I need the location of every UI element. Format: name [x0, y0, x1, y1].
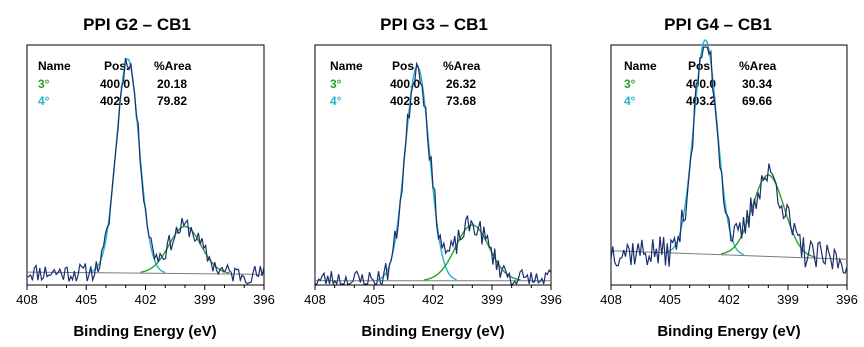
table-row-area: 79.82: [157, 94, 187, 108]
table-row-name: 3°: [624, 77, 636, 91]
x-tick-label: 405: [75, 292, 97, 307]
plot-area: [26, 57, 265, 285]
table-row-area: 73.68: [446, 94, 476, 108]
table-row-name: 3°: [38, 77, 50, 91]
table-header-name: Name: [330, 59, 363, 73]
spectrum-line: [610, 46, 848, 274]
table-row-area: 30.34: [742, 77, 772, 91]
peak-table: Name Pos. %Area 3° 400.0 20.18 4° 402.9 …: [38, 59, 192, 108]
table-header-pos: Pos.: [688, 59, 713, 73]
panel-title: PPI G4 – CB1: [664, 15, 772, 34]
table-header-area: %Area: [739, 59, 777, 73]
baseline-line: [26, 271, 265, 275]
x-axis-label: Binding Energy (eV): [73, 323, 216, 340]
panel-g3: PPI G3 – CB1 Name Pos. %Area 3° 400.0 26…: [304, 15, 562, 340]
x-axis-label: Binding Energy (eV): [657, 323, 800, 340]
panel-g4: PPI G4 – CB1 Name Pos. %Area 3° 400.0 30…: [600, 15, 858, 340]
panel-title: PPI G3 – CB1: [380, 15, 488, 34]
table-row-area: 26.32: [446, 77, 476, 91]
x-axis-label: Binding Energy (eV): [361, 323, 504, 340]
x-tick-label: 399: [777, 292, 799, 307]
x-tick-label: 408: [600, 292, 622, 307]
table-header-area: %Area: [154, 59, 192, 73]
x-tick-label: 396: [836, 292, 858, 307]
table-row-pos: 402.8: [390, 94, 420, 108]
x-tick-label: 399: [481, 292, 503, 307]
table-row-area: 20.18: [157, 77, 187, 91]
panel-g2: PPI G2 – CB1 Name Pos. %Area 3° 400.0 20…: [16, 15, 275, 340]
peak-table: Name Pos. %Area 3° 400.0 30.34 4° 403.2 …: [624, 59, 777, 108]
table-row-name: 3°: [330, 77, 342, 91]
table-header-area: %Area: [443, 59, 481, 73]
table-row-pos: 402.9: [100, 94, 130, 108]
x-axis: 408 405 402 399 396: [16, 285, 275, 307]
spectrum-line: [26, 57, 265, 285]
plot-frame: [26, 44, 265, 286]
table-row-pos: 400.0: [100, 77, 130, 91]
x-tick-label: 402: [135, 292, 157, 307]
plot-frame: [610, 44, 848, 286]
plot-area: [314, 61, 552, 286]
x-tick-label: 396: [253, 292, 275, 307]
x-axis: 408 405 402 399 396: [304, 285, 562, 307]
panel-title: PPI G2 – CB1: [83, 15, 191, 34]
table-row-name: 4°: [38, 94, 50, 108]
x-axis: 408 405 402 399 396: [600, 285, 858, 307]
x-tick-label: 396: [540, 292, 562, 307]
peak-table: Name Pos. %Area 3° 400.0 26.32 4° 402.8 …: [330, 59, 481, 108]
table-header-pos: Pos.: [104, 59, 129, 73]
x-tick-label: 405: [363, 292, 385, 307]
x-tick-label: 408: [304, 292, 326, 307]
table-row-name: 4°: [624, 94, 636, 108]
table-header-name: Name: [624, 59, 657, 73]
x-tick-label: 402: [718, 292, 740, 307]
table-row-area: 69.66: [742, 94, 772, 108]
x-tick-label: 399: [194, 292, 216, 307]
component-line: [721, 174, 816, 258]
table-row-name: 4°: [330, 94, 342, 108]
table-header-pos: Pos.: [392, 59, 417, 73]
x-tick-label: 408: [16, 292, 38, 307]
plot-area: [610, 38, 848, 274]
spectrum-line: [314, 61, 552, 286]
x-tick-label: 402: [422, 292, 444, 307]
table-row-pos: 400.0: [686, 77, 716, 91]
table-row-pos: 400.0: [390, 77, 420, 91]
table-row-pos: 403.2: [686, 94, 716, 108]
component-line: [424, 224, 521, 281]
x-tick-label: 405: [659, 292, 681, 307]
table-header-name: Name: [38, 59, 71, 73]
component-line: [90, 57, 166, 274]
plot-frame: [314, 44, 552, 286]
